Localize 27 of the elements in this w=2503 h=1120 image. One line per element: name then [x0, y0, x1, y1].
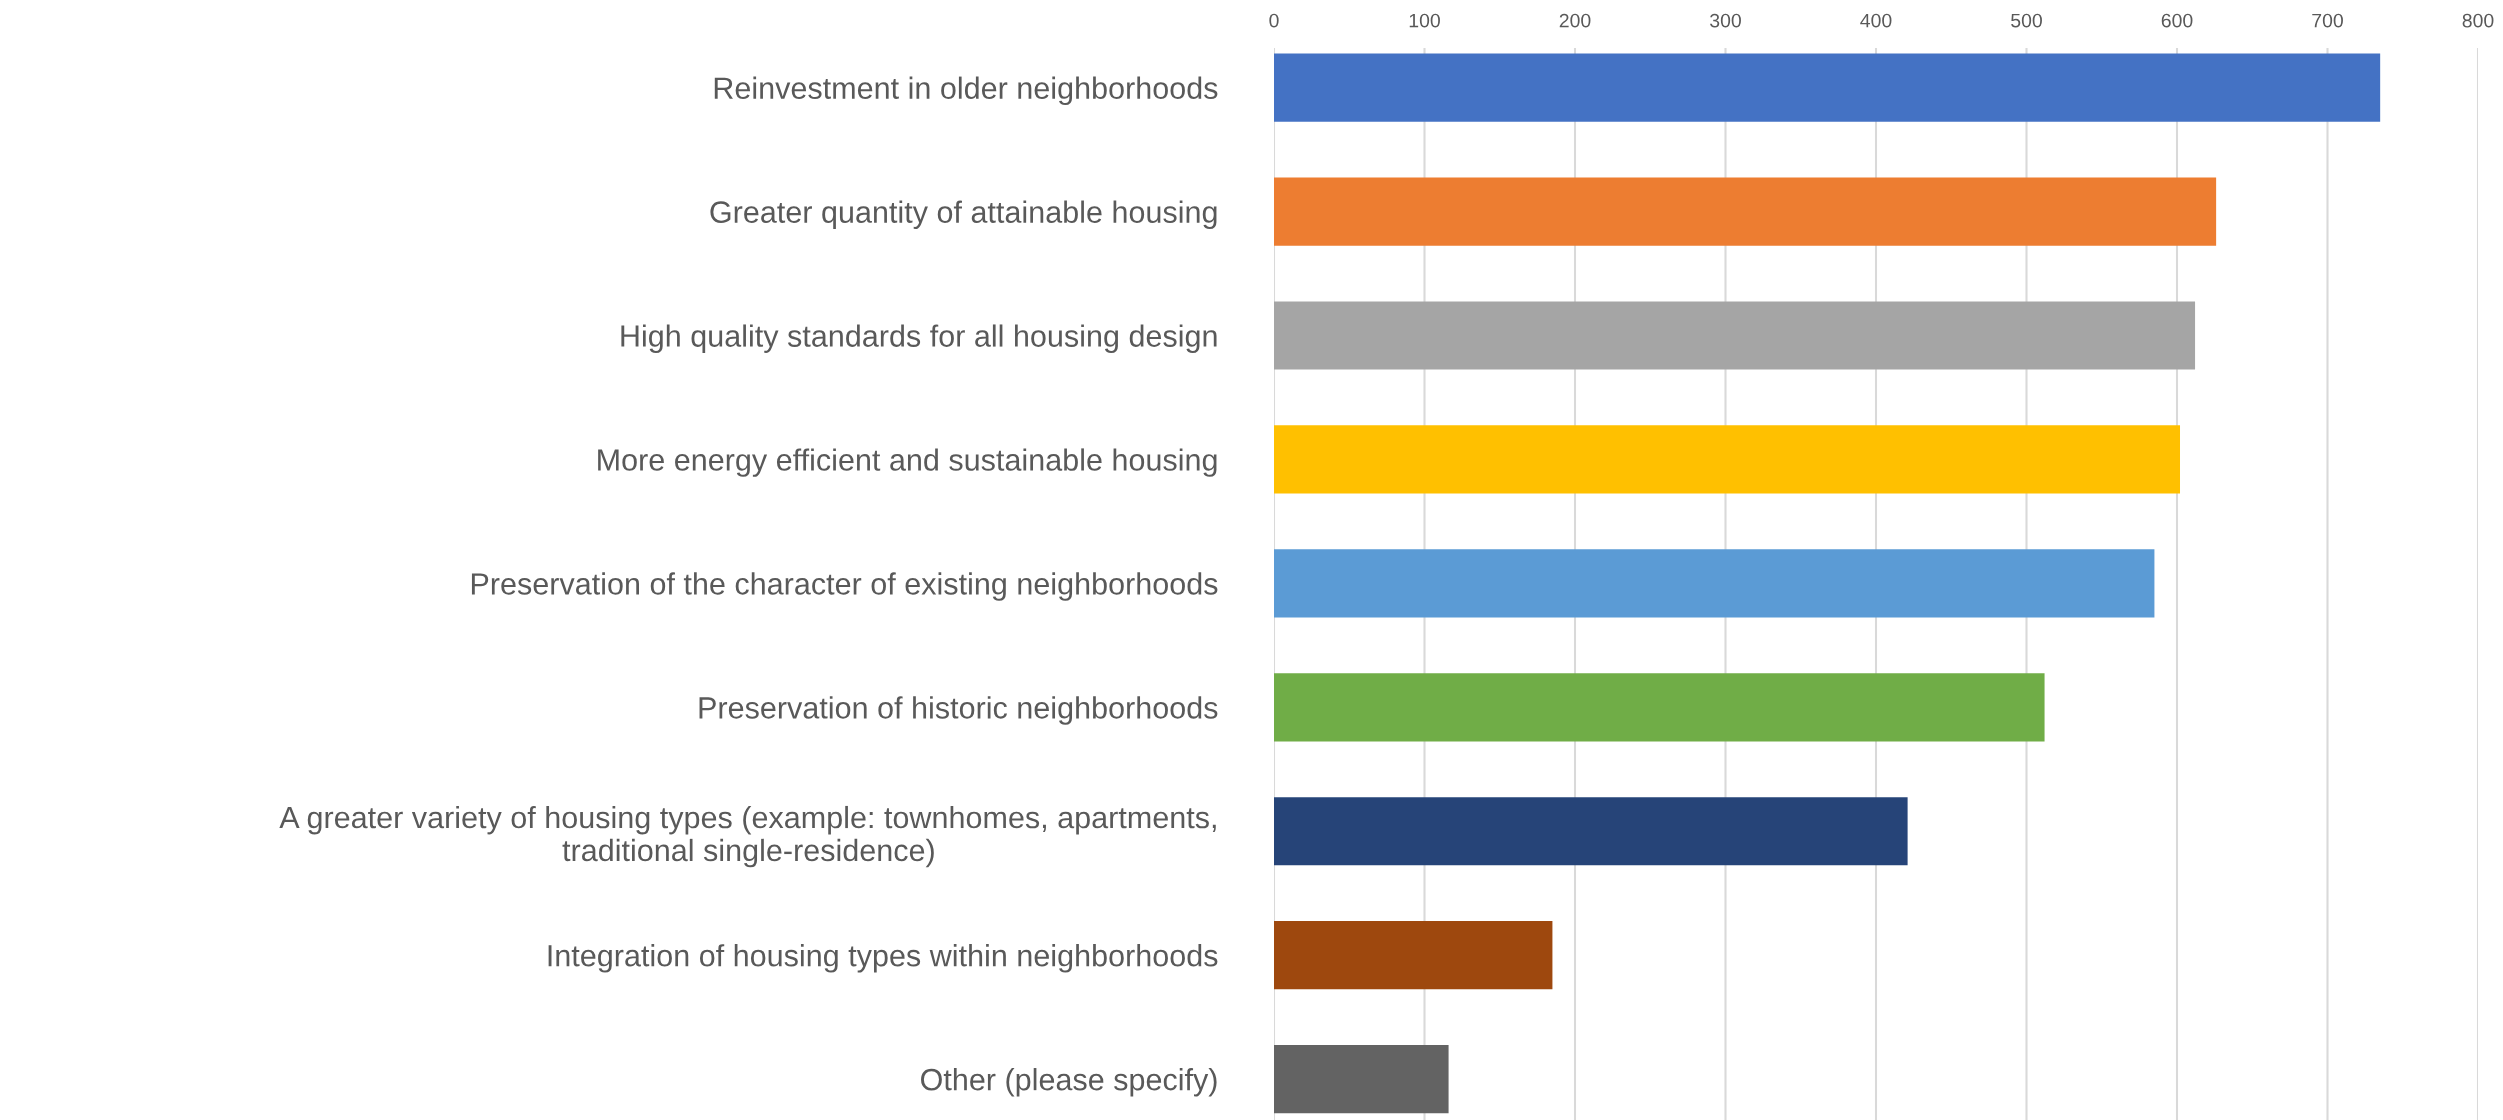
y-tick-label: More energy efficient and sustainable housing: [598, 448, 1217, 477]
y-tick-label: A greater variety of housing types (example: townhomes, apartments, traditional single-residence): [279, 805, 1216, 868]
bar: [1274, 177, 2217, 246]
y-tick-label: Preservation of the character of existing neighborhoods: [471, 572, 1218, 601]
y-tick-label: Other (please specify): [921, 1068, 1217, 1097]
y-tick-label: Preservation of historic neighborhoods: [699, 696, 1218, 725]
x-tick-label: 300: [1710, 13, 1741, 28]
bar: [1274, 921, 1553, 990]
bar: [1274, 673, 2045, 742]
x-tick-label: 100: [1409, 13, 1440, 28]
bar: [1274, 549, 2155, 618]
bar: [1274, 797, 1908, 866]
y-tick-label: High quality standards for all housing design: [621, 324, 1217, 353]
bar: [1274, 425, 2181, 494]
x-tick-label: 400: [1860, 13, 1892, 28]
bar: [1274, 53, 2381, 122]
y-tick-label: Greater quantity of attainable housing: [710, 200, 1217, 229]
x-tick-label: 500: [2011, 13, 2042, 28]
bar: [1274, 1045, 1449, 1114]
bar: [1274, 301, 2196, 370]
x-tick-label: 700: [2312, 13, 2343, 28]
x-tick-label: 0: [1269, 13, 1279, 28]
x-tick-label: 200: [1559, 13, 1591, 28]
y-tick-label: Integration of housing types within neighborhoods: [548, 944, 1218, 973]
x-tick-label: 800: [2462, 13, 2494, 28]
x-tick-label: 600: [2161, 13, 2193, 28]
y-tick-label: Reinvestment in older neighborhoods: [714, 76, 1218, 106]
